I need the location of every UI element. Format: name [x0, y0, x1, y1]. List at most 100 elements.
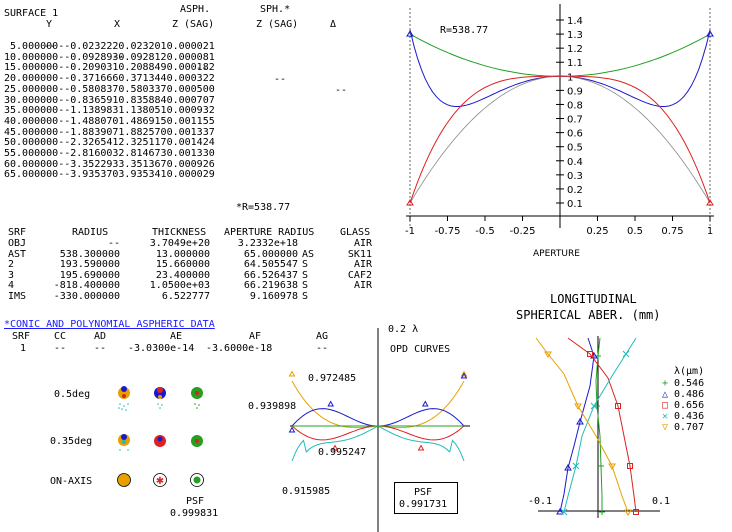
- sag-y-tick-label: 1: [567, 72, 573, 83]
- sag-cell: 3.351367: [118, 158, 167, 170]
- longsa-curve-red-marker: [633, 509, 639, 515]
- sag-y-tick-label: 1.3: [567, 30, 583, 41]
- longsa-curves: [535, 337, 639, 516]
- sag-cell: --: [58, 73, 71, 85]
- legend-label: 0.486: [674, 389, 705, 400]
- lens-cell-aperture: 64.505547: [243, 259, 298, 271]
- sag-cell: --: [58, 115, 71, 127]
- sag-cell: 1.882570: [118, 126, 167, 138]
- opd-psf-box: PSF 0.991731: [394, 482, 458, 514]
- sag-cell: --: [58, 137, 71, 149]
- lens-cell-thickness: 15.660000: [155, 259, 210, 271]
- sag-x-tick-label: 1: [707, 226, 713, 237]
- lens-cell-radius: -818.400000: [53, 280, 120, 292]
- opd-value-4: 0.915985: [282, 486, 330, 497]
- sag-cell: 1.138983: [70, 105, 119, 117]
- lens-cell-srf: 4: [8, 280, 15, 292]
- conic-data-link[interactable]: *CONIC AND POLYNOMIAL ASPHERIC DATA: [4, 319, 215, 330]
- lens-cell-flag: AS: [302, 248, 315, 260]
- sag-cell: 2.814673: [118, 148, 167, 160]
- sag-cell: 45.000000: [4, 126, 59, 138]
- sag-row: 45.000000 -- 1.883907 1.882570 0.001337: [4, 126, 215, 139]
- sag-y-tick-label: 0.4: [567, 157, 583, 168]
- sag-cell: --: [58, 105, 71, 117]
- sag-cell: 1.138051: [118, 105, 167, 117]
- lens-cell-aperture: 9.160978: [249, 291, 298, 302]
- sag-cell: 2.816003: [70, 148, 119, 160]
- lens-cell-flag: S: [302, 269, 309, 281]
- sag-x-tick-label: 0.5: [627, 226, 643, 237]
- sag-x-tick-label: -1: [405, 226, 415, 237]
- sag-data-table: 5.000000 -- 0.023222 0.023201 0.000021 10.000…: [4, 41, 215, 181]
- sag-cell: 0.001155: [166, 115, 215, 127]
- conic-cell-ag: --: [316, 343, 329, 354]
- sag-cell: 0.000182: [166, 62, 215, 74]
- lens-cell-thickness: 1.0500e+03: [149, 280, 210, 292]
- lens-header-srf: SRF: [8, 227, 27, 238]
- dash-cell: --: [196, 63, 209, 74]
- sag-cell: 0.000707: [166, 94, 215, 106]
- sag-cell: 0.371344: [118, 73, 167, 85]
- conic-table: *CONIC AND POLYNOMIAL ASPHERIC DATA SRF …: [4, 319, 328, 473]
- sag-cell: 0.023222: [70, 41, 119, 52]
- svg-text:✱: ✱: [156, 476, 164, 487]
- lens-cell-radius: 195.690000: [59, 269, 120, 281]
- sag-row: 60.000000 -- 3.352293 3.351367 0.000926: [4, 158, 215, 171]
- longsa-xmin: -0.1: [528, 496, 552, 507]
- lens-cell-glass: AIR: [353, 238, 372, 249]
- conic-cell-srf: 1: [20, 343, 27, 354]
- sag-cell: --: [58, 126, 71, 138]
- legend-label: 0.546: [674, 378, 705, 389]
- dash-cell: --: [44, 41, 57, 52]
- sag-row: 20.000000 -- 0.371666 0.371344 0.000322: [4, 73, 215, 85]
- sag-cell: 2.326541: [70, 137, 119, 149]
- spot-05deg-green: [118, 386, 130, 411]
- sag-cell: 30.000000: [4, 94, 59, 106]
- opd-marker: [417, 444, 425, 451]
- sag-cell: 65.000000: [4, 169, 59, 181]
- legend-label: 0.656: [674, 400, 705, 411]
- spot-label-05deg: 0.5deg: [54, 389, 91, 400]
- sag-x-tick-label: -0.25: [510, 226, 536, 237]
- spot-035deg-red: [154, 435, 166, 447]
- lens-cell-aperture: 65.000000: [243, 248, 298, 260]
- spot-psf-value: 0.999831: [170, 508, 219, 519]
- longsa-curve-red-marker: [587, 351, 593, 357]
- sag-cell: --: [58, 158, 71, 170]
- conic-cell-ad: --: [94, 343, 107, 354]
- sag-cell: 0.000500: [166, 83, 215, 95]
- sag-cell: 15.000000: [4, 62, 59, 74]
- legend-symbol-icon: ▽: [662, 422, 669, 433]
- opd-marker: [288, 426, 296, 433]
- opd-scale-label: 0.2 λ: [388, 324, 418, 335]
- sag-cell: 0.580337: [118, 83, 167, 95]
- longsa-curve-green-marker: [599, 509, 605, 515]
- opd-marker: [288, 370, 296, 377]
- sag-cell: 1.883907: [70, 126, 119, 138]
- legend-item: △ 0.486: [662, 389, 704, 400]
- lens-cell-flag: S: [302, 280, 309, 292]
- sag-endpoint-marker: [406, 199, 414, 206]
- opd-marker: [327, 400, 335, 407]
- sag-table: SURFACE 1 ASPH. SPH.* Y X Z (SAG) Z (SAG…: [4, 4, 347, 213]
- surface-label: SURFACE 1: [4, 8, 59, 19]
- conic-header-af: AF: [249, 331, 262, 342]
- opd-value-2: 0.939898: [248, 401, 296, 412]
- opd-title: OPD CURVES: [390, 344, 450, 355]
- lens-cell-glass: AIR: [353, 280, 372, 292]
- longsa-curve-cyan: [563, 337, 637, 513]
- longsa-curve-red: [567, 337, 637, 513]
- sag-cell: 5.000000: [10, 41, 59, 52]
- sag-row: 10.000000 -- 0.092893 0.092812 0.000081: [4, 52, 215, 64]
- sag-endpoint-marker: [406, 30, 414, 37]
- sag-cell: 40.000000: [4, 115, 59, 127]
- lens-header-thickness: THICKNESS: [152, 227, 207, 238]
- sag-x-tick-label: -0.75: [435, 226, 461, 237]
- spot-label-035deg: 0.35deg: [50, 436, 93, 447]
- sag-row: 35.000000 -- 1.138983 1.138051 0.000932: [4, 106, 215, 117]
- lens-cell-srf: 3: [8, 269, 15, 281]
- sag-x-tick-label: -0.5: [475, 226, 495, 237]
- lens-header-radius: RADIUS: [72, 227, 109, 238]
- longsa-curve-orange-marker: [574, 403, 582, 410]
- sag-cell: 0.208849: [118, 62, 167, 74]
